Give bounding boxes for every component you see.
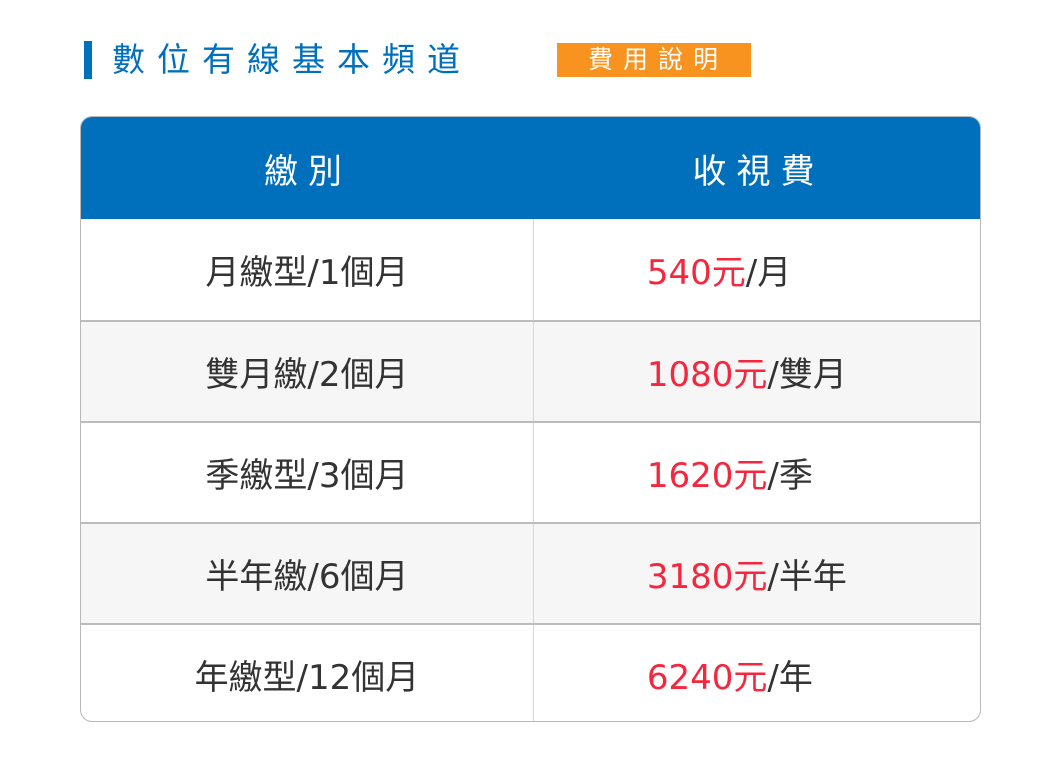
pricing-table: 繳別 收視費 月繳型/1個月 540元/月 雙月繳/2個月 1080元/雙月 季繳型/3… — [80, 116, 981, 722]
plan-cell: 雙月繳/2個月 — [81, 322, 534, 421]
fee-amount: 1080元 — [646, 355, 768, 395]
fee-cell: 1620元/季 — [534, 423, 980, 522]
fee-unit: /年 — [767, 658, 813, 698]
fee-unit: /月 — [745, 253, 792, 293]
fee-cell: 1080元/雙月 — [534, 322, 980, 421]
column-header-plan: 繳別 — [264, 151, 352, 192]
plan-cell: 月繳型/1個月 — [81, 219, 534, 320]
fee-amount: 3180元 — [646, 557, 768, 597]
fee-cell: 3180元/半年 — [534, 524, 980, 623]
table-row: 半年繳/6個月 3180元/半年 — [81, 522, 980, 623]
table-row: 月繳型/1個月 540元/月 — [81, 219, 980, 320]
table-row: 雙月繳/2個月 1080元/雙月 — [81, 320, 980, 421]
fee-cell: 540元/月 — [534, 219, 980, 320]
plan-cell: 年繳型/12個月 — [81, 625, 534, 721]
title-accent-bar — [84, 41, 92, 79]
page-title: 數位有線基本頻道 — [112, 40, 472, 79]
fee-amount: 540元 — [646, 253, 746, 293]
fee-unit: /雙月 — [767, 355, 847, 395]
plan-cell: 季繳型/3個月 — [81, 423, 534, 522]
fee-unit: /季 — [767, 456, 813, 496]
fee-explanation-badge: 費用說明 — [557, 43, 751, 77]
fee-amount: 1620元 — [646, 456, 768, 496]
table-row: 季繳型/3個月 1620元/季 — [81, 421, 980, 522]
column-header-fee: 收視費 — [692, 151, 825, 192]
table-row: 年繳型/12個月 6240元/年 — [81, 623, 980, 721]
plan-cell: 半年繳/6個月 — [81, 524, 534, 623]
table-header: 繳別 收視費 — [81, 117, 980, 219]
fee-cell: 6240元/年 — [534, 625, 980, 721]
fee-unit: /半年 — [767, 557, 847, 597]
fee-amount: 6240元 — [646, 658, 768, 698]
